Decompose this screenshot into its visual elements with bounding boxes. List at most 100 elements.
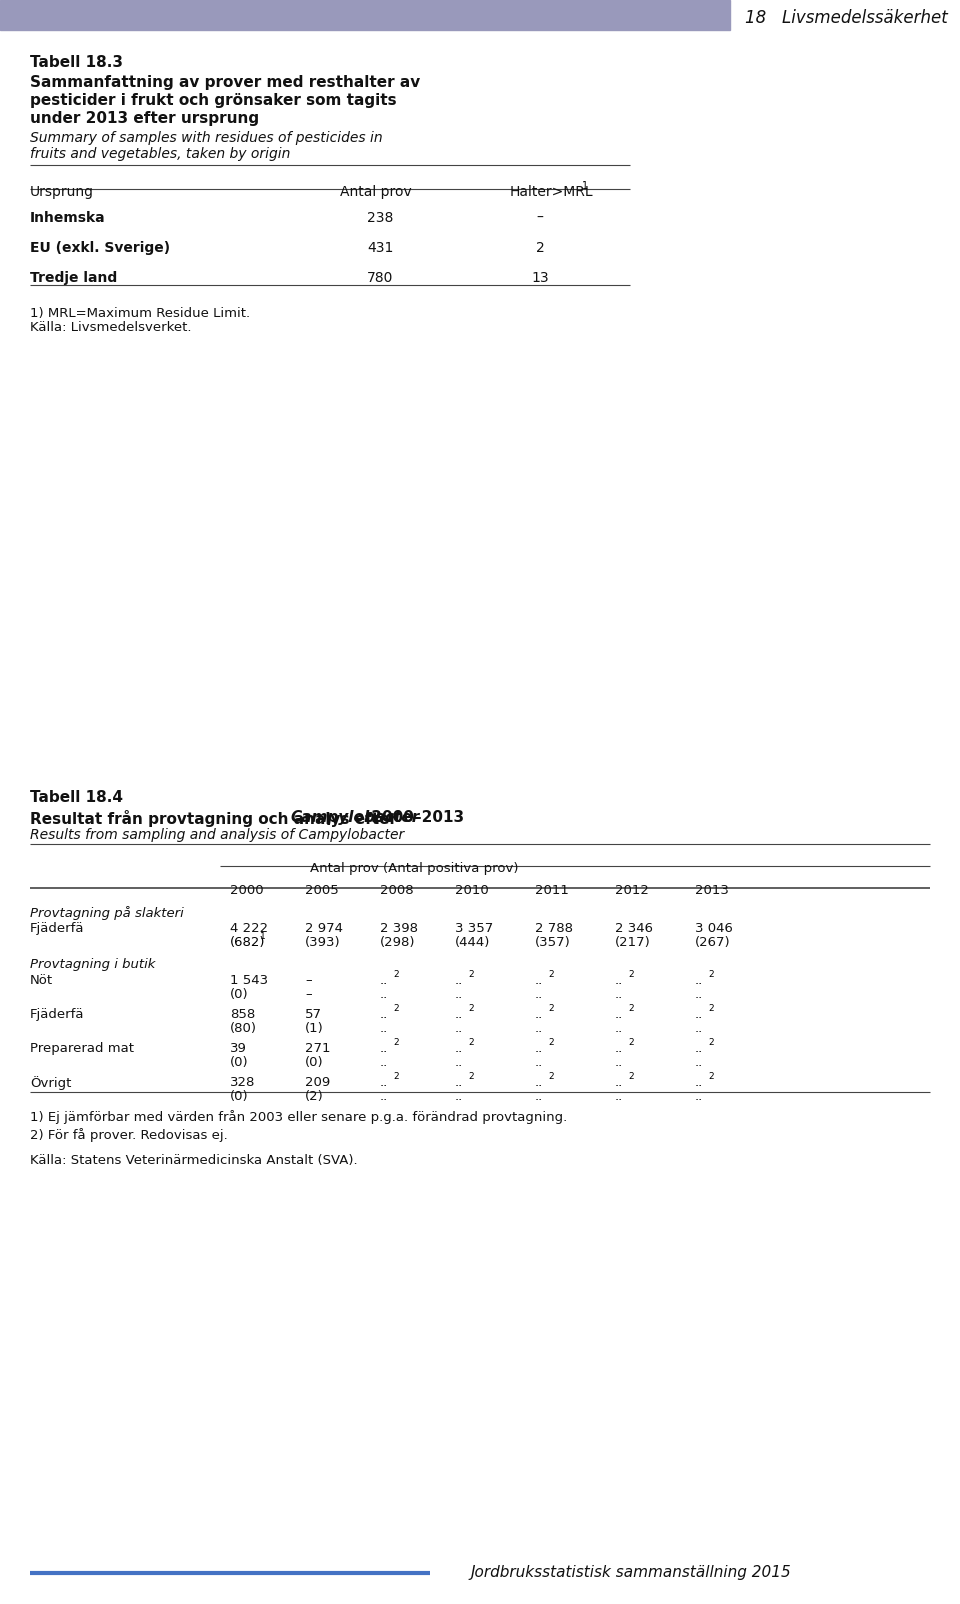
Text: 1: 1 — [582, 181, 588, 191]
Text: ..: .. — [615, 1043, 623, 1055]
Text: ..: .. — [695, 1022, 704, 1035]
Text: 2: 2 — [468, 970, 473, 978]
Text: 2005: 2005 — [305, 884, 339, 897]
Text: ..: .. — [695, 1076, 704, 1089]
Text: Fjäderfä: Fjäderfä — [30, 922, 84, 935]
Text: ..: .. — [695, 1055, 704, 1068]
Text: 4 222: 4 222 — [230, 922, 268, 935]
Text: ..: .. — [615, 1022, 623, 1035]
Text: 2 974: 2 974 — [305, 922, 343, 935]
Text: 2: 2 — [468, 1071, 473, 1081]
Text: 3 357: 3 357 — [455, 922, 493, 935]
Text: Antal prov (Antal positiva prov): Antal prov (Antal positiva prov) — [310, 861, 518, 876]
Text: ..: .. — [695, 988, 704, 1001]
Text: 18   Livsmedelssäkerhet       243: 18 Livsmedelssäkerhet 243 — [745, 10, 960, 27]
Text: Resultat från provtagning och analys efter: Resultat från provtagning och analys eft… — [30, 810, 402, 828]
Text: 2: 2 — [393, 1071, 398, 1081]
Text: Källa: Statens Veterinärmedicinska Anstalt (SVA).: Källa: Statens Veterinärmedicinska Ansta… — [30, 1153, 358, 1168]
Text: ..: .. — [695, 1091, 704, 1104]
Text: 238: 238 — [367, 212, 394, 225]
Text: (267): (267) — [695, 937, 731, 950]
Text: 2011: 2011 — [535, 884, 569, 897]
Text: Övrigt: Övrigt — [30, 1076, 71, 1091]
Text: 2: 2 — [708, 970, 713, 978]
Text: 39: 39 — [230, 1043, 247, 1055]
Text: ..: .. — [535, 974, 543, 986]
Text: ..: .. — [535, 1043, 543, 1055]
Text: Inhemska: Inhemska — [30, 212, 106, 225]
Text: 858: 858 — [230, 1007, 255, 1022]
Text: ..: .. — [535, 1022, 543, 1035]
Text: (444): (444) — [455, 937, 491, 950]
Text: 2) För få prover. Redovisas ej.: 2) För få prover. Redovisas ej. — [30, 1128, 228, 1142]
Text: (393): (393) — [305, 937, 341, 950]
Text: ..: .. — [455, 1007, 464, 1022]
Text: 2: 2 — [548, 1071, 554, 1081]
Text: (357): (357) — [535, 937, 571, 950]
Text: Sammanfattning av prover med resthalter av: Sammanfattning av prover med resthalter … — [30, 75, 420, 90]
Text: 2: 2 — [393, 1004, 398, 1014]
Text: ..: .. — [455, 1091, 464, 1104]
Text: Tabell 18.3: Tabell 18.3 — [30, 55, 123, 71]
Text: (682): (682) — [230, 937, 266, 950]
Text: 2: 2 — [708, 1071, 713, 1081]
Text: 1 543: 1 543 — [230, 974, 268, 986]
Text: ..: .. — [695, 974, 704, 986]
Text: 2: 2 — [468, 1004, 473, 1014]
Text: Results from sampling and analysis of Campylobacter: Results from sampling and analysis of Ca… — [30, 828, 404, 842]
Text: –: – — [305, 974, 312, 986]
Bar — [0, 0, 730, 30]
Text: 2008: 2008 — [380, 884, 414, 897]
Text: ..: .. — [615, 988, 623, 1001]
Text: Summary of samples with residues of pesticides in: Summary of samples with residues of pest… — [30, 132, 383, 144]
Text: Ursprung: Ursprung — [30, 184, 94, 199]
Text: ..: .. — [535, 1091, 543, 1104]
Text: 2 346: 2 346 — [615, 922, 653, 935]
Text: ..: .. — [615, 1007, 623, 1022]
Text: 2: 2 — [548, 1038, 554, 1047]
Text: (0): (0) — [305, 1055, 324, 1068]
Text: ..: .. — [380, 988, 388, 1001]
Text: ..: .. — [535, 988, 543, 1001]
Text: 1: 1 — [260, 932, 266, 942]
Text: 3 046: 3 046 — [695, 922, 732, 935]
Text: 2: 2 — [548, 970, 554, 978]
Text: 2: 2 — [708, 1038, 713, 1047]
Text: ..: .. — [380, 1022, 388, 1035]
Text: Tredje land: Tredje land — [30, 271, 117, 286]
Text: Provtagning på slakteri: Provtagning på slakteri — [30, 906, 183, 921]
Text: EU (exkl. Sverige): EU (exkl. Sverige) — [30, 241, 170, 255]
Text: ..: .. — [380, 1043, 388, 1055]
Text: ..: .. — [455, 1076, 464, 1089]
Text: 2 788: 2 788 — [535, 922, 573, 935]
Text: ..: .. — [455, 1022, 464, 1035]
Text: 271: 271 — [305, 1043, 330, 1055]
Text: ..: .. — [615, 1076, 623, 1089]
Text: Halter>MRL: Halter>MRL — [510, 184, 593, 199]
Text: 1) MRL=Maximum Residue Limit.: 1) MRL=Maximum Residue Limit. — [30, 306, 251, 321]
Text: 2: 2 — [536, 241, 544, 255]
Text: 2: 2 — [548, 1004, 554, 1014]
Text: 2: 2 — [708, 1004, 713, 1014]
Text: ..: .. — [380, 1055, 388, 1068]
Text: 13: 13 — [531, 271, 549, 286]
Text: 2013: 2013 — [695, 884, 729, 897]
Text: ..: .. — [535, 1076, 543, 1089]
Text: ..: .. — [615, 974, 623, 986]
Text: ..: .. — [535, 1055, 543, 1068]
Text: 2 398: 2 398 — [380, 922, 418, 935]
Text: 2000: 2000 — [230, 884, 264, 897]
Text: 2010: 2010 — [455, 884, 489, 897]
Text: ..: .. — [455, 1055, 464, 1068]
Text: ..: .. — [380, 974, 388, 986]
Text: 328: 328 — [230, 1076, 255, 1089]
Text: 2012: 2012 — [615, 884, 649, 897]
Text: ..: .. — [615, 1055, 623, 1068]
Text: –: – — [537, 212, 543, 225]
Text: (0): (0) — [230, 1055, 249, 1068]
Text: 2: 2 — [393, 1038, 398, 1047]
Text: Källa: Livsmedelsverket.: Källa: Livsmedelsverket. — [30, 321, 191, 334]
Text: (217): (217) — [615, 937, 651, 950]
Text: ..: .. — [615, 1091, 623, 1104]
Text: 2: 2 — [628, 1071, 634, 1081]
